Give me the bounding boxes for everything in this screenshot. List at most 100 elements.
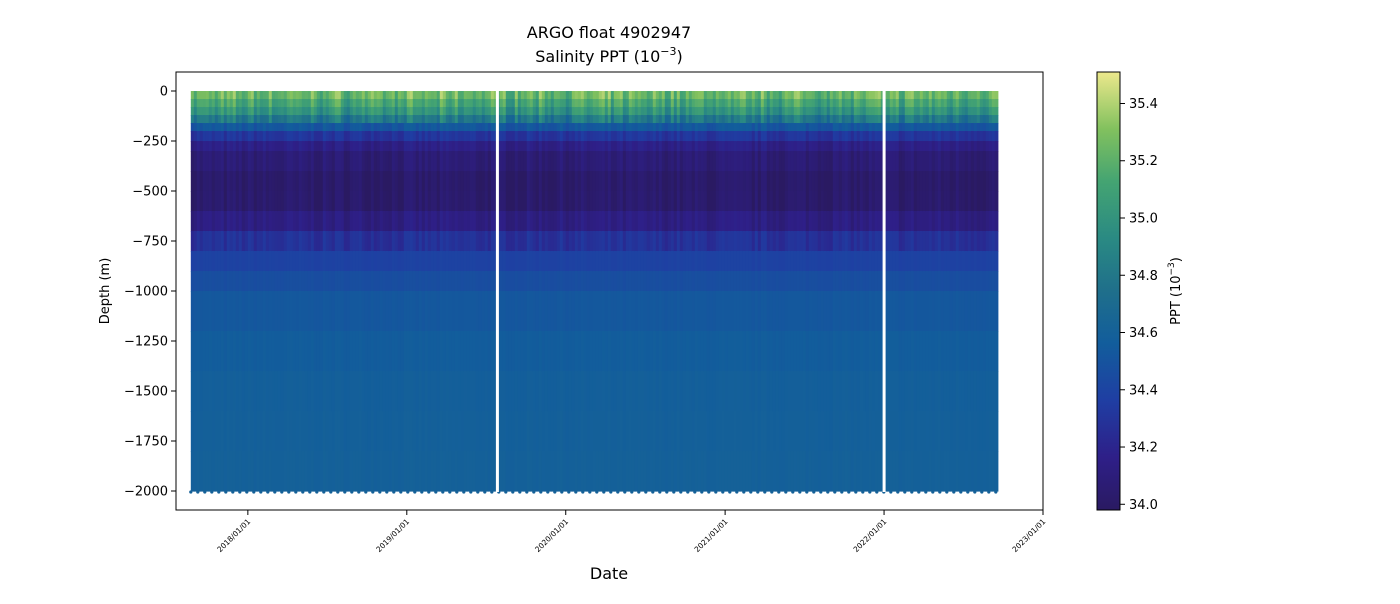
heatmap-cell [589,251,594,272]
heatmap-cell [769,451,774,492]
heatmap-cell [727,251,732,272]
heatmap-cell [766,251,771,272]
heatmap-cell [712,331,717,372]
heatmap-cell [667,211,672,232]
heatmap-cell [481,451,486,492]
heatmap-cell [280,371,285,412]
heatmap-cell [835,123,840,132]
heatmap-cell [781,371,786,412]
heatmap-cell [925,123,930,132]
heatmap-cell [523,331,528,372]
heatmap-cell [325,271,330,292]
heatmap-cell [550,141,555,152]
heatmap-cell [310,411,315,452]
heatmap-cell [220,171,225,192]
heatmap-cell [901,99,906,108]
heatmap-cell [604,123,609,132]
heatmap-cell [331,151,336,172]
heatmap-cell [409,191,414,212]
heatmap-cell [865,171,870,192]
heatmap-cell [556,171,561,192]
heatmap-cell [601,371,606,412]
heatmap-cell [511,211,516,232]
heatmap-cell [823,451,828,492]
heatmap-cell [544,411,549,452]
heatmap-cell [910,131,915,142]
heatmap-cell [715,107,720,116]
heatmap-cell [349,451,354,492]
heatmap-cell [250,123,255,132]
heatmap-cell [745,331,750,372]
heatmap-cell [850,123,855,132]
heatmap-cell [865,451,870,492]
heatmap-cell [421,151,426,172]
heatmap-cell [331,251,336,272]
heatmap-cell [424,451,429,492]
heatmap-column [598,91,603,492]
heatmap-cell [604,91,609,100]
heatmap-cell [562,131,567,142]
heatmap-column [397,91,402,492]
heatmap-cell [658,291,663,332]
heatmap-cell [352,451,357,492]
heatmap-cell [304,131,309,142]
heatmap-cell [202,99,207,108]
heatmap-cell [367,151,372,172]
heatmap-cell [610,115,615,124]
heatmap-cell [820,251,825,272]
heatmap-cell [850,291,855,332]
heatmap-cell [874,231,879,252]
heatmap-cell [307,211,312,232]
heatmap-cell [610,151,615,172]
heatmap-cell [619,107,624,116]
heatmap-cell [469,331,474,372]
heatmap-cell [289,451,294,492]
heatmap-cell [508,411,513,452]
heatmap-cell [619,123,624,132]
heatmap-column [190,91,195,492]
heatmap-cell [790,123,795,132]
heatmap-cell [337,331,342,372]
heatmap-cell [493,291,498,332]
heatmap-column [379,91,384,492]
heatmap-cell [388,99,393,108]
heatmap-cell [385,231,390,252]
heatmap-cell [580,91,585,100]
heatmap-cell [265,131,270,142]
heatmap-cell [694,141,699,152]
heatmap-cell [268,231,273,252]
heatmap-cell [895,141,900,152]
heatmap-cell [478,331,483,372]
heatmap-cell [856,271,861,292]
heatmap-cell [370,99,375,108]
heatmap-cell [553,115,558,124]
heatmap-cell [703,211,708,232]
heatmap-cell [799,171,804,192]
heatmap-cell [937,123,942,132]
heatmap-cell [571,91,576,100]
heatmap-cell [868,99,873,108]
heatmap-cell [640,231,645,252]
heatmap-cell [583,91,588,100]
heatmap-cell [334,291,339,332]
heatmap-cell [730,191,735,212]
heatmap-column [544,91,549,492]
heatmap-cell [727,271,732,292]
heatmap-cell [352,91,357,100]
heatmap-cell [520,107,525,116]
heatmap-cell [616,411,621,452]
heatmap-cell [352,151,357,172]
heatmap-cell [652,231,657,252]
heatmap-cell [259,123,264,132]
heatmap-cell [223,331,228,372]
heatmap-cell [787,151,792,172]
heatmap-cell [211,331,216,372]
heatmap-cell [652,115,657,124]
heatmap-cell [457,211,462,232]
heatmap-cell [529,251,534,272]
heatmap-cell [778,271,783,292]
heatmap-cell [766,141,771,152]
heatmap-cell [241,211,246,232]
heatmap-cell [577,231,582,252]
heatmap-cell [742,123,747,132]
